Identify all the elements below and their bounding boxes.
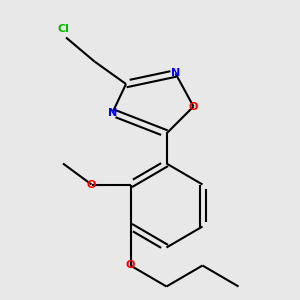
Text: Cl: Cl — [57, 25, 69, 34]
Text: O: O — [189, 101, 198, 112]
Text: O: O — [126, 260, 135, 271]
Text: N: N — [108, 107, 117, 118]
Text: N: N — [171, 68, 180, 79]
Text: O: O — [87, 179, 96, 190]
